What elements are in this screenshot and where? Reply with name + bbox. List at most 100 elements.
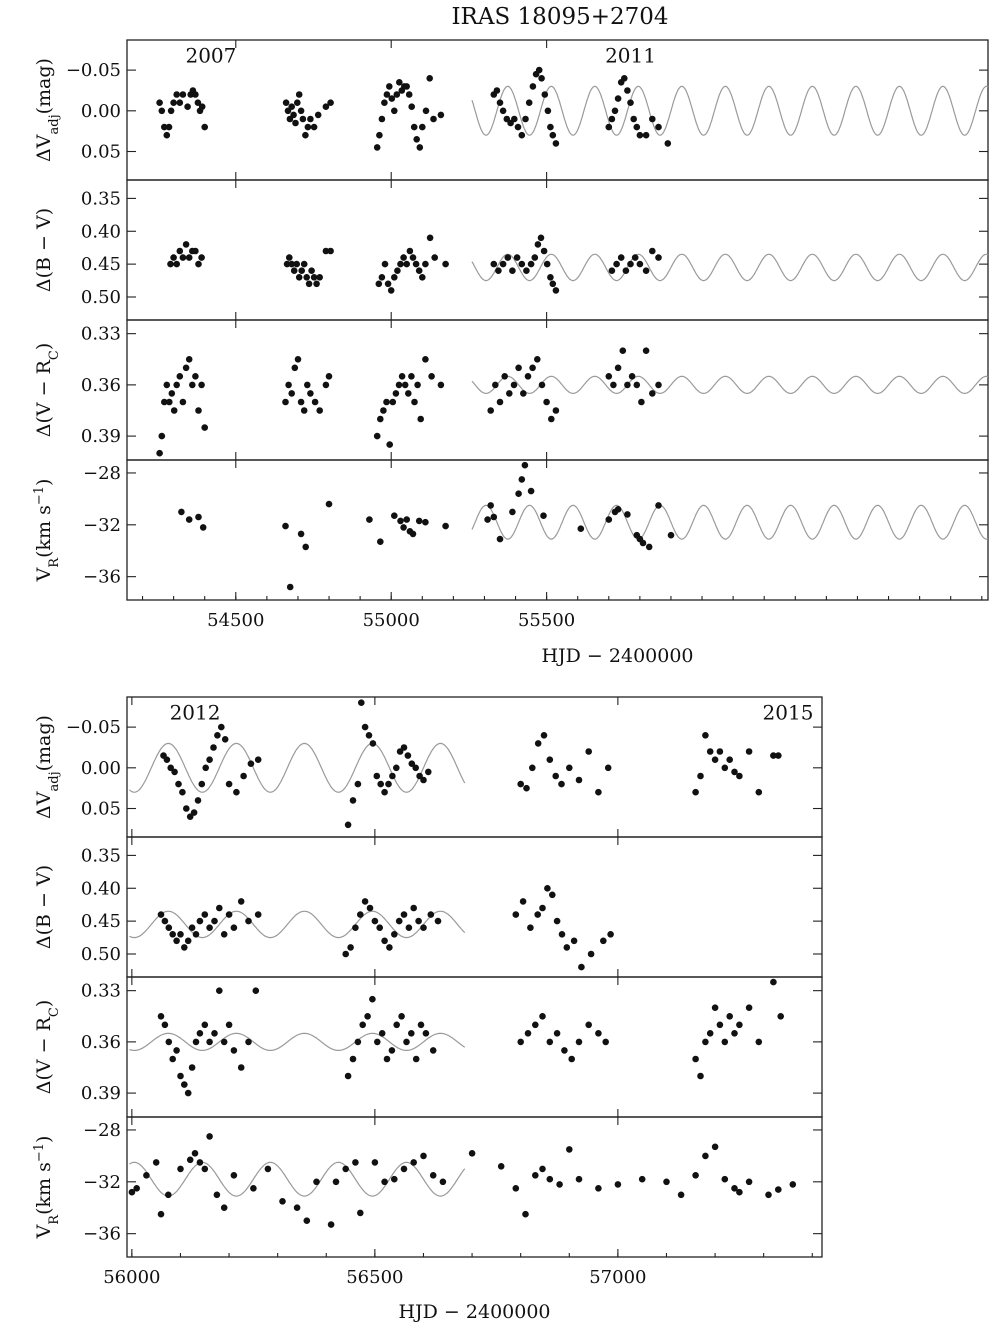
data-point xyxy=(175,780,182,788)
data-point xyxy=(167,107,175,115)
data-point xyxy=(775,752,782,759)
data-point xyxy=(303,1217,311,1224)
data-point xyxy=(539,1165,546,1173)
data-point xyxy=(622,267,630,275)
data-point xyxy=(371,917,379,925)
data-point xyxy=(595,1030,602,1037)
data-point xyxy=(196,1030,204,1037)
data-point xyxy=(706,748,714,755)
data-point xyxy=(775,1186,782,1193)
y-tick-label: 0.36 xyxy=(81,375,121,396)
data-point xyxy=(157,1210,165,1218)
data-point xyxy=(692,788,699,796)
data-point xyxy=(410,1159,418,1166)
data-point xyxy=(415,267,423,275)
x-tick-label: 54500 xyxy=(207,610,264,631)
data-point xyxy=(391,1175,398,1183)
data-point xyxy=(492,381,499,389)
y-axis-title-dBV-0: Δ(B − V) xyxy=(33,208,55,292)
data-point xyxy=(173,91,180,98)
data-point xyxy=(304,123,312,131)
data-point xyxy=(233,788,240,796)
data-point xyxy=(736,1188,743,1196)
data-point xyxy=(415,517,423,525)
data-point xyxy=(198,103,206,110)
data-point xyxy=(371,1159,379,1166)
y-tick-label: −36 xyxy=(83,1224,121,1245)
data-point xyxy=(395,917,403,925)
data-point xyxy=(521,461,529,469)
data-point xyxy=(409,530,417,538)
panel-frame xyxy=(126,1116,823,1258)
data-point xyxy=(602,1038,609,1046)
data-point xyxy=(398,1013,405,1020)
data-point xyxy=(522,115,529,123)
panel-VR-1: −28 −32 −36 VR(km s−1) 56000 56500 57000 xyxy=(32,1116,823,1288)
y-axis-title-VR-1: VR(km s−1) xyxy=(32,1136,62,1240)
data-point xyxy=(400,254,407,261)
data-point xyxy=(548,415,555,423)
data-point xyxy=(745,1178,753,1186)
data-point xyxy=(293,260,301,268)
data-point xyxy=(383,91,391,98)
data-point xyxy=(549,280,557,288)
data-point xyxy=(430,115,437,123)
data-point xyxy=(163,381,171,389)
data-point xyxy=(381,937,388,945)
data-point xyxy=(558,780,565,788)
data-point xyxy=(400,1165,408,1173)
data-point xyxy=(422,107,430,115)
data-point xyxy=(627,260,634,268)
data-point xyxy=(381,260,389,268)
data-point xyxy=(403,1038,410,1046)
data-point xyxy=(357,911,364,918)
data-point xyxy=(497,1163,505,1170)
data-point xyxy=(547,123,554,131)
data-point xyxy=(290,267,298,275)
data-point xyxy=(515,364,522,372)
data-point xyxy=(408,373,415,380)
data-point xyxy=(344,821,352,829)
data-point xyxy=(532,1172,539,1179)
data-point xyxy=(194,99,202,106)
data-point xyxy=(520,390,527,397)
data-point xyxy=(517,1038,524,1046)
data-point xyxy=(218,723,225,731)
data-point xyxy=(285,381,292,389)
y-tick-label: 0.39 xyxy=(81,426,121,447)
data-point xyxy=(206,924,213,931)
y-tick-label: 0.39 xyxy=(81,1083,121,1104)
data-point xyxy=(514,123,522,131)
data-point xyxy=(614,1181,622,1188)
data-point xyxy=(538,381,546,389)
data-point xyxy=(711,1143,719,1151)
data-point xyxy=(327,99,334,106)
data-point xyxy=(600,937,607,945)
data-point xyxy=(490,513,498,521)
data-point xyxy=(434,917,442,925)
data-point xyxy=(745,748,753,755)
data-point xyxy=(394,267,401,275)
data-point xyxy=(522,1210,529,1218)
model-curve xyxy=(128,742,466,793)
data-point xyxy=(213,1191,221,1199)
data-point xyxy=(765,1191,772,1199)
data-point xyxy=(156,99,163,106)
data-point xyxy=(702,1038,709,1046)
data-point xyxy=(431,254,439,261)
y-tick-label: 0.36 xyxy=(81,1032,121,1053)
y-tick-label: −36 xyxy=(83,567,121,588)
data-point xyxy=(527,924,534,931)
data-point xyxy=(365,732,373,739)
data-point xyxy=(161,1021,169,1029)
model-curve xyxy=(471,375,989,394)
data-point xyxy=(211,917,218,925)
data-point xyxy=(519,898,527,905)
data-point xyxy=(170,254,177,261)
data-point xyxy=(391,107,398,115)
data-point xyxy=(300,407,308,414)
data-point xyxy=(429,1047,437,1054)
data-point xyxy=(196,917,204,925)
data-point xyxy=(575,776,583,784)
data-point xyxy=(613,260,620,268)
